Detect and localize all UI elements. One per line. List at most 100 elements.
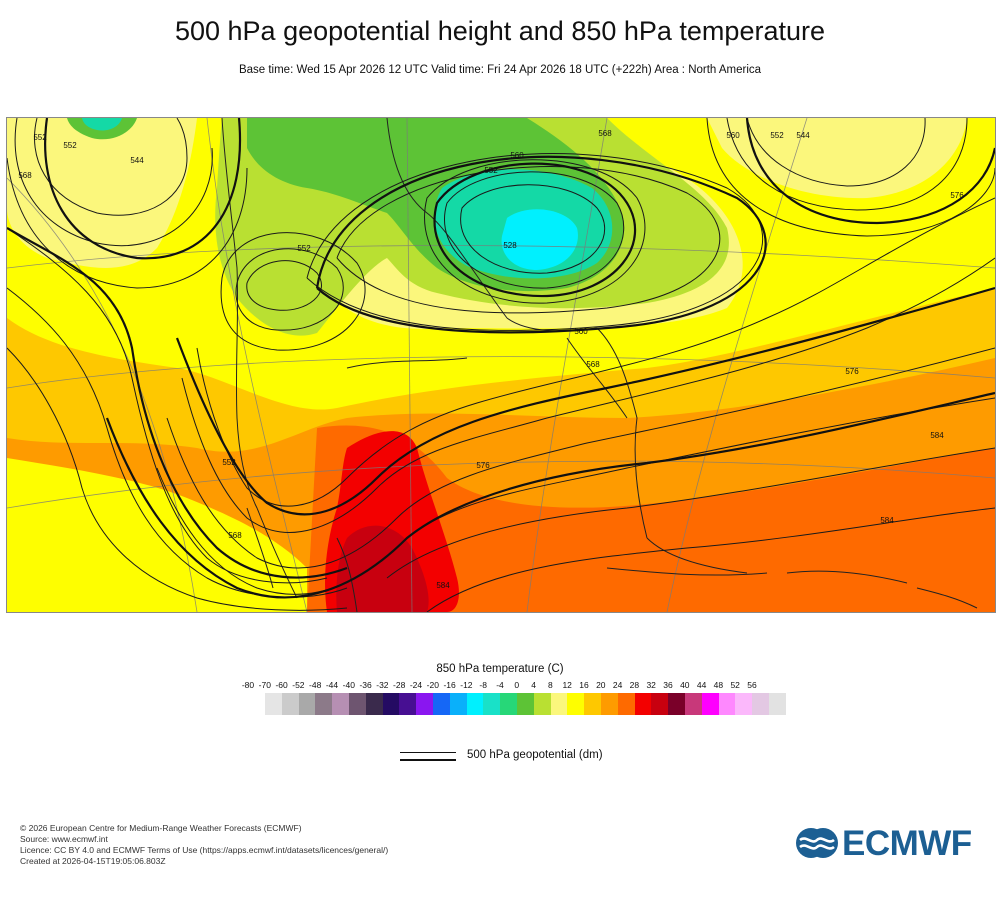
legend-swatch xyxy=(668,693,685,715)
contour-line xyxy=(424,159,646,304)
legend-tick: -28 xyxy=(393,680,406,690)
contour-line xyxy=(7,227,328,584)
legend-swatch xyxy=(298,693,316,715)
contour-label: 544 xyxy=(130,156,144,165)
legend-tick: 16 xyxy=(579,680,589,690)
forecast-map: 552 552 544 568 552 560 552 528 560 568 … xyxy=(6,117,996,613)
legend-swatch xyxy=(382,693,400,715)
legend-swatch xyxy=(399,693,417,715)
contour-label: 568 xyxy=(18,171,32,180)
legend-tick: -4 xyxy=(496,680,504,690)
legend-swatch xyxy=(634,693,652,715)
legend-tick: 28 xyxy=(629,680,640,690)
footer-source: Source: www.ecmwf.int xyxy=(20,834,108,844)
footer-copyright: © 2026 European Centre for Medium-Range … xyxy=(20,823,302,833)
temp-field-pale-yellow-ne xyxy=(707,118,967,199)
legend-swatch xyxy=(701,693,719,715)
legend-swatch xyxy=(752,693,769,715)
contour-label: 552 xyxy=(297,244,311,253)
geopotential-line-bold xyxy=(400,759,456,761)
contour-label: 576 xyxy=(476,461,490,470)
footer-licence: Licence: CC BY 4.0 and ECMWF Terms of Us… xyxy=(20,845,389,855)
ecmwf-logo-icon xyxy=(796,828,838,858)
legend-tick: 24 xyxy=(612,680,623,690)
legend-swatch xyxy=(684,693,702,715)
contour-line xyxy=(246,260,322,311)
legend-swatch xyxy=(584,693,601,715)
legend-tick: -70 xyxy=(258,680,271,690)
contour-label: 560 xyxy=(726,131,740,140)
contour-label: 560 xyxy=(510,151,524,160)
contour-line xyxy=(196,197,995,507)
contour-label: 584 xyxy=(436,581,450,590)
legend-tick: -44 xyxy=(325,680,339,690)
legend-tick: 56 xyxy=(747,680,757,690)
contour-line xyxy=(706,118,995,237)
temp-field-cyan xyxy=(501,209,578,270)
legend-tick: -32 xyxy=(376,680,389,690)
legend-tick: 0 xyxy=(514,680,520,690)
legend-swatch xyxy=(500,693,517,715)
legend-tick: -40 xyxy=(342,680,355,690)
contour-line xyxy=(386,447,995,579)
chart-subtitle: Base time: Wed 15 Apr 2026 12 UTC Valid … xyxy=(238,64,762,76)
footer-created: Created at 2026-04-15T19:05:06.803Z xyxy=(20,856,166,866)
legend-swatch xyxy=(365,693,383,715)
legend-title: 850 hPa temperature (C) xyxy=(436,663,564,675)
temp-field-nw-teal xyxy=(82,118,122,131)
legend-swatch xyxy=(550,693,568,715)
contour-label: 568 xyxy=(598,129,612,138)
legend-swatch xyxy=(718,693,736,715)
legend-swatch xyxy=(315,693,333,715)
contour-line xyxy=(166,347,995,569)
contour-line xyxy=(426,507,995,612)
legend-swatch xyxy=(516,693,534,715)
contour-label: 568 xyxy=(586,360,600,369)
legend-tick: 48 xyxy=(713,680,724,690)
legend-swatch xyxy=(768,693,786,715)
legend-tick: -20 xyxy=(426,680,439,690)
contour-line xyxy=(336,166,721,314)
legend-tick: 32 xyxy=(646,680,656,690)
contour-line xyxy=(460,184,606,274)
contour-label: 584 xyxy=(880,516,894,525)
legend-swatches xyxy=(265,693,786,715)
legend-swatch xyxy=(432,693,450,715)
contour-line xyxy=(726,118,968,211)
footer-credits: © 2026 European Centre for Medium-Range … xyxy=(20,823,388,867)
legend-tick: 20 xyxy=(596,680,606,690)
legend-swatch xyxy=(466,693,484,715)
legend-swatch xyxy=(449,693,467,715)
contour-line xyxy=(235,248,344,331)
chart-title: 500 hPa geopotential height and 850 hPa … xyxy=(174,16,825,46)
contour-label: 560 xyxy=(574,327,588,336)
contour-label: 552 xyxy=(484,166,498,175)
temp-field-dark-red xyxy=(336,525,429,612)
legend-swatch xyxy=(332,693,349,715)
contour-line-bold xyxy=(105,391,995,599)
contour-label: 552 xyxy=(222,458,236,467)
legend-tick: -36 xyxy=(359,680,372,690)
geopotential-label: 500 hPa geopotential (dm) xyxy=(467,749,603,761)
legend-tick: 12 xyxy=(562,680,572,690)
contour-line xyxy=(444,171,625,289)
legend-tick: 40 xyxy=(680,680,690,690)
contour-label: 576 xyxy=(845,367,859,376)
legend-swatch xyxy=(567,693,585,715)
legend-swatch xyxy=(735,693,753,715)
legend-tick: 52 xyxy=(730,680,740,690)
contour-line xyxy=(220,232,366,351)
legend-swatch xyxy=(416,693,433,715)
legend-tick: -8 xyxy=(479,680,487,690)
contour-label: 552 xyxy=(63,141,77,150)
temp-field-pale-yellow-nw xyxy=(7,118,197,268)
contour-label: 528 xyxy=(503,241,517,250)
contour-line xyxy=(14,118,213,247)
legend-tick: -52 xyxy=(292,680,305,690)
contour-line xyxy=(7,157,248,289)
legend-swatch xyxy=(281,693,299,715)
contour-line xyxy=(306,153,763,331)
legend-swatch xyxy=(348,693,366,715)
contour-label: 576 xyxy=(950,191,964,200)
temp-field-dark-orange xyxy=(307,425,995,612)
